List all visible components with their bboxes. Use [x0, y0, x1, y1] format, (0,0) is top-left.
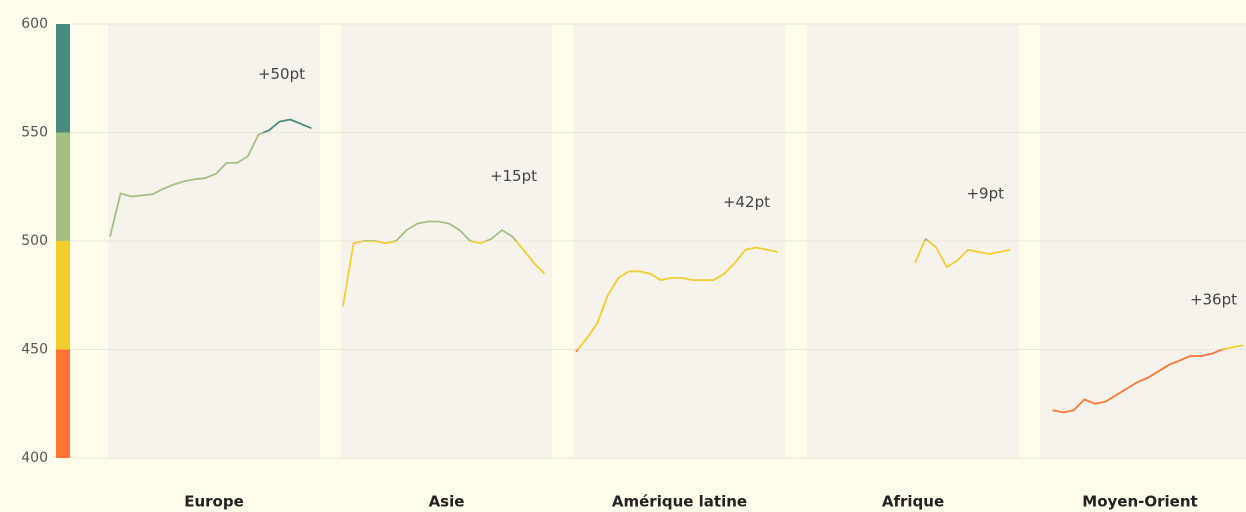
y-tick-label: 500 — [21, 233, 48, 249]
line — [1052, 344, 1244, 414]
category-label: Asie — [429, 493, 465, 511]
line — [342, 220, 546, 307]
category-label: Moyen-Orient — [1082, 493, 1197, 511]
annotation: +9pt — [966, 184, 1004, 202]
annotation: +50pt — [258, 65, 305, 83]
line — [575, 246, 778, 353]
y-tick-label: 450 — [21, 342, 48, 358]
y-tick-label: 400 — [21, 450, 48, 466]
color-band — [56, 349, 70, 458]
annotation: +15pt — [490, 167, 537, 185]
line — [914, 237, 1011, 268]
category-label: Afrique — [882, 493, 944, 511]
category-label: Amérique latine — [612, 493, 747, 511]
y-tick-label: 550 — [21, 125, 48, 141]
color-band — [56, 132, 70, 241]
y-tick-label: 600 — [21, 16, 48, 32]
color-band — [56, 24, 70, 133]
annotation: +36pt — [1190, 291, 1237, 309]
line — [109, 118, 312, 237]
color-band — [56, 241, 70, 350]
category-label: Europe — [184, 493, 244, 511]
annotation: +42pt — [723, 193, 770, 211]
